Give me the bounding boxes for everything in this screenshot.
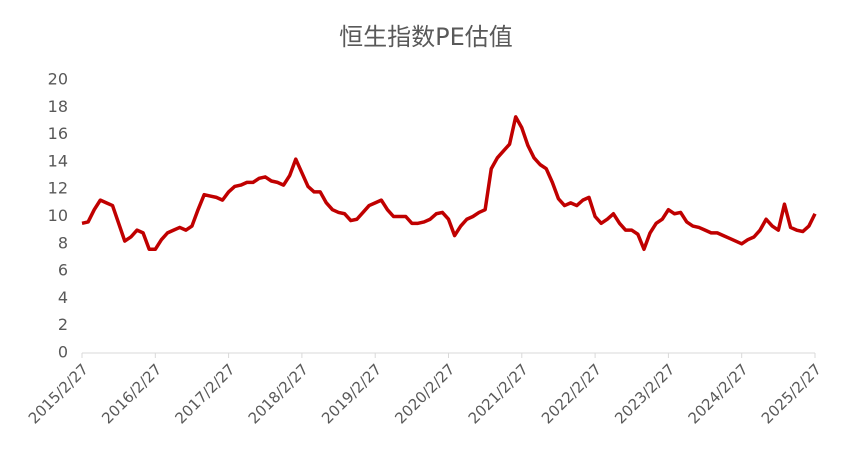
line <box>81 115 817 252</box>
y-tick-label: 2 <box>58 315 68 334</box>
x-tick-label: 2018/2/27 <box>245 360 312 427</box>
x-tick-label: 2015/2/27 <box>25 360 92 427</box>
y-tick-label: 14 <box>48 151 68 170</box>
y-tick-label: 18 <box>48 97 68 116</box>
y-tick-label: 4 <box>58 288 68 307</box>
x-tick-label: 2019/2/27 <box>318 360 385 427</box>
x-tick-label: 2023/2/27 <box>611 360 678 427</box>
y-tick-label: 0 <box>58 343 68 362</box>
x-tick-label: 2025/2/27 <box>758 360 825 427</box>
x-tick-label: 2017/2/27 <box>171 360 238 427</box>
x-tick-label: 2016/2/27 <box>98 360 165 427</box>
y-tick-label: 20 <box>48 70 68 89</box>
y-tick-label: 6 <box>58 261 68 280</box>
y-tick-label: 10 <box>48 206 68 225</box>
x-tick-label: 2021/2/27 <box>465 360 532 427</box>
y-tick-label: 8 <box>58 233 68 252</box>
y-tick-label: 16 <box>48 124 68 143</box>
x-tick-label: 2022/2/27 <box>538 360 605 427</box>
y-tick-label: 12 <box>48 179 68 198</box>
x-tick-label: 2020/2/27 <box>391 360 458 427</box>
chart-title: 恒生指数PE估值 <box>339 23 513 51</box>
x-tick-label: 2024/2/27 <box>685 360 752 427</box>
